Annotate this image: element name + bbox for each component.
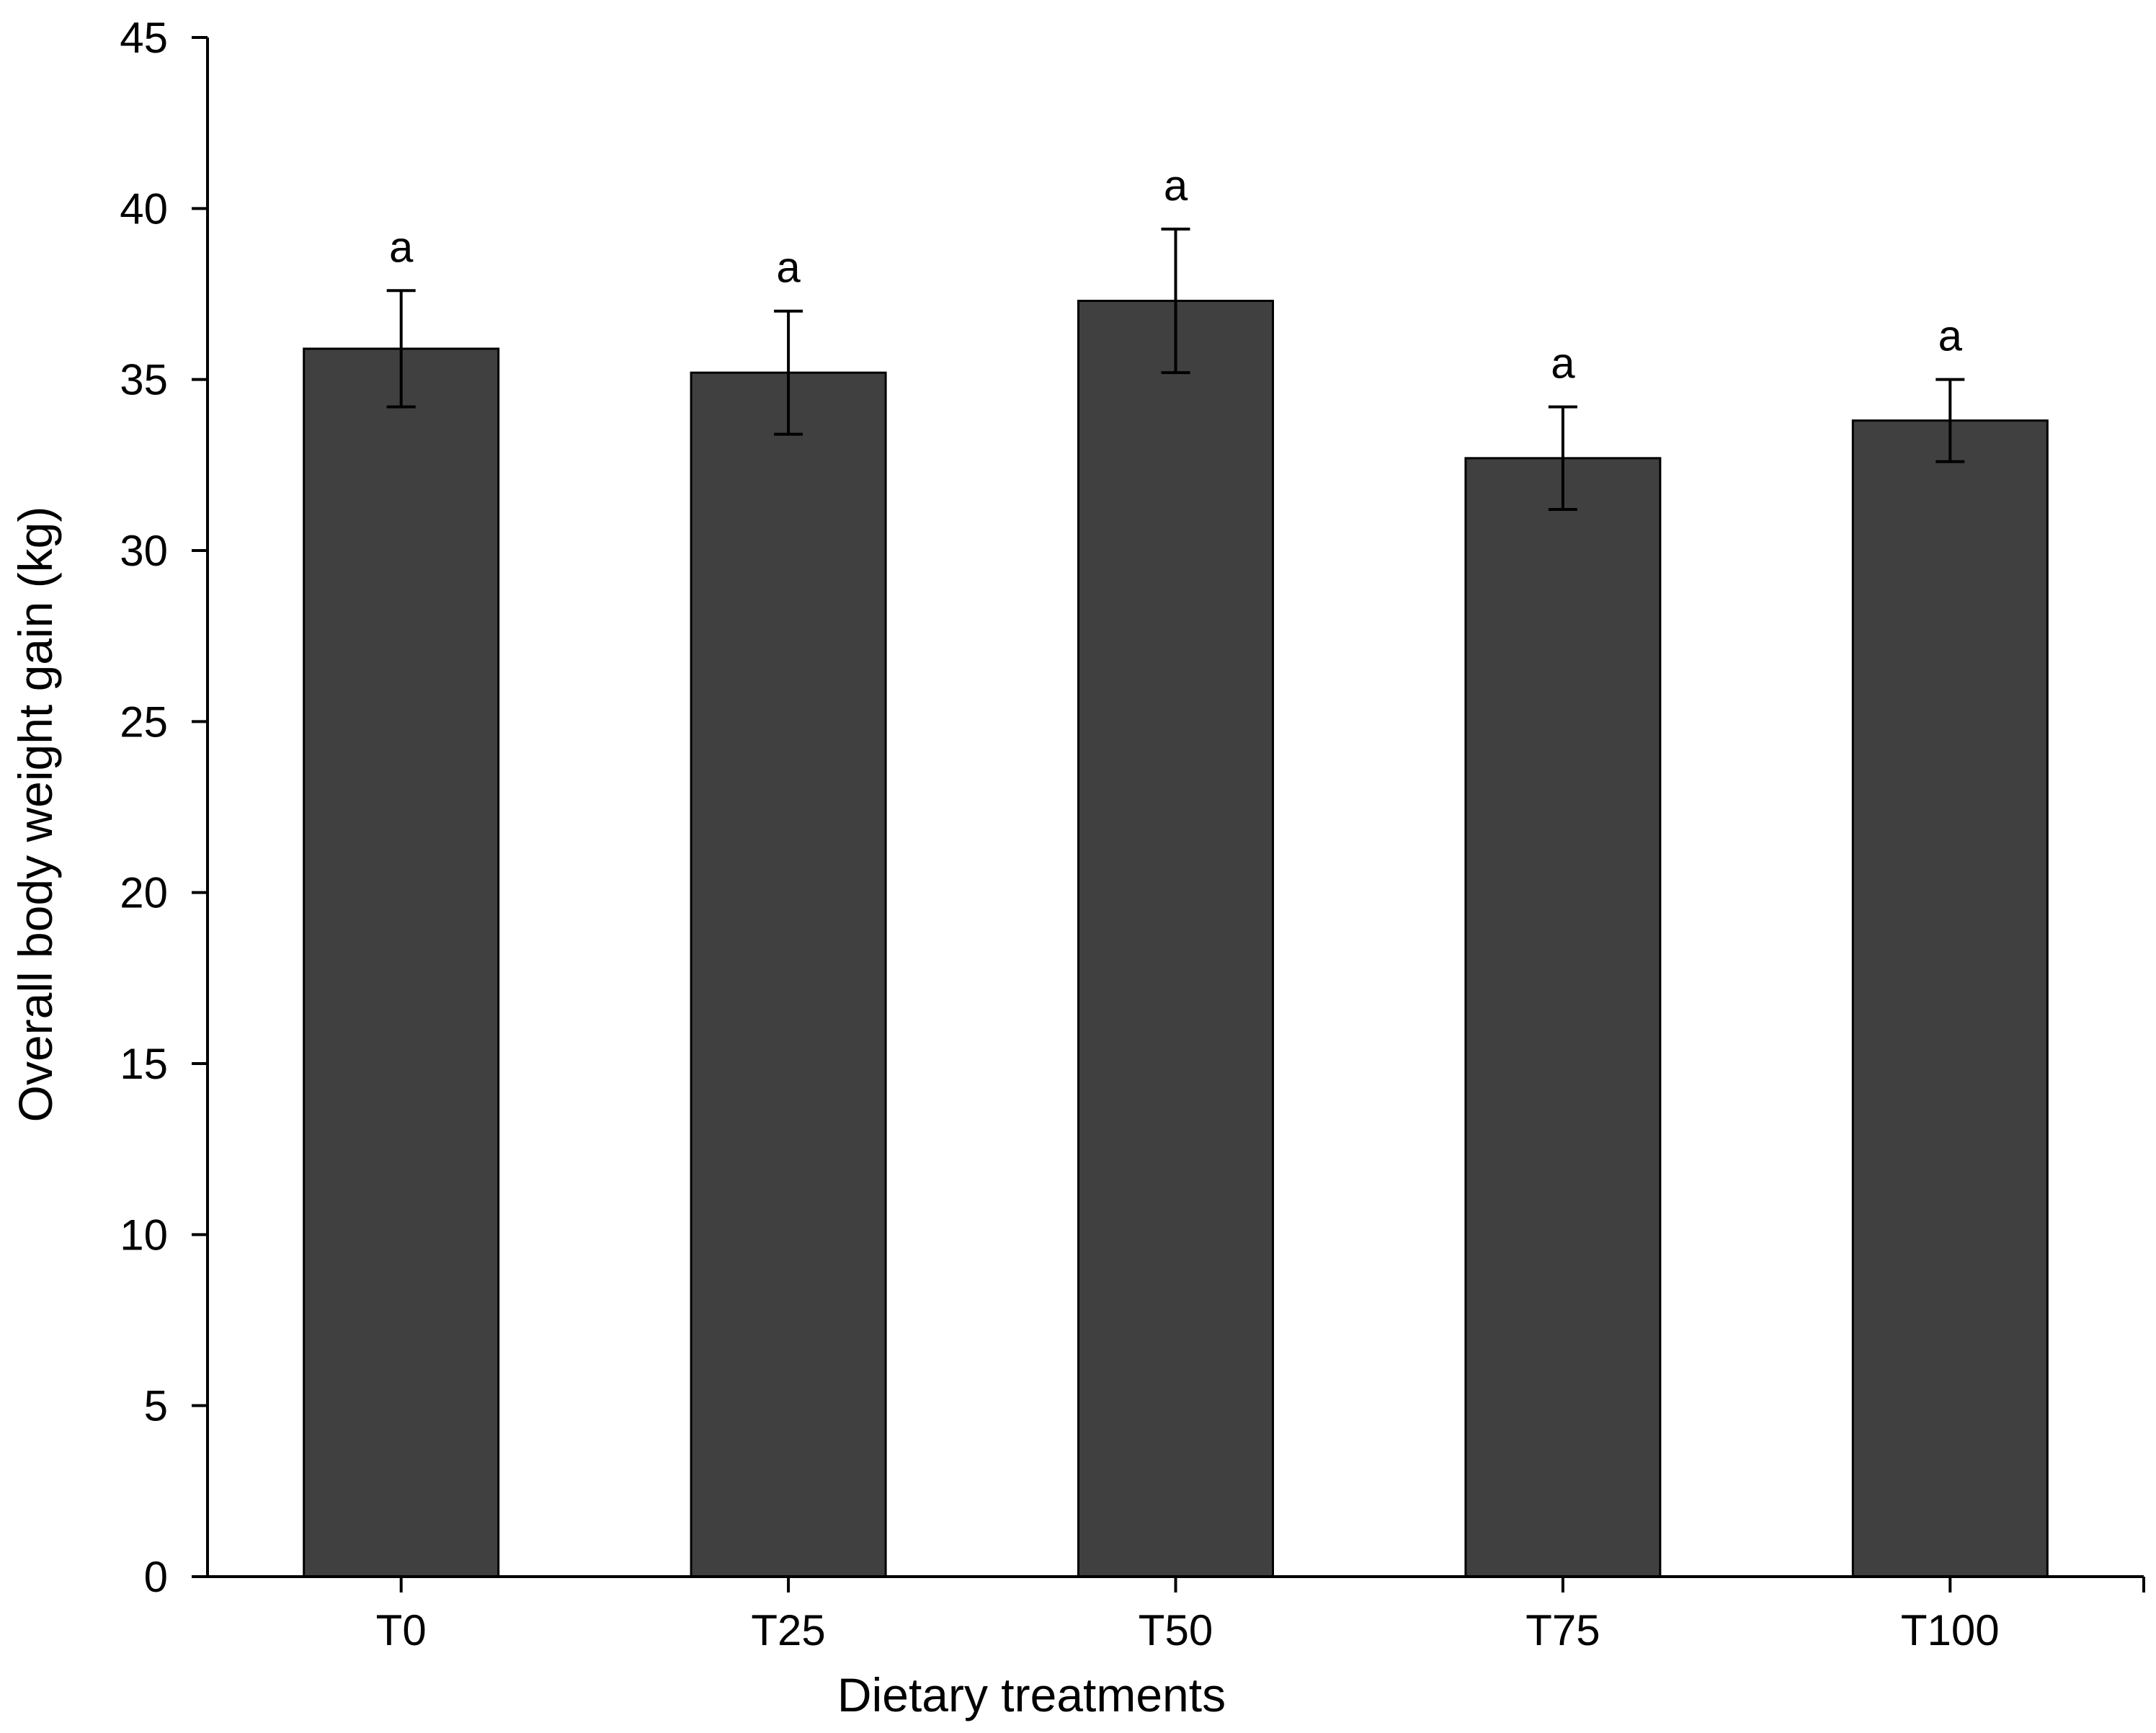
y-tick-label-30: 30 bbox=[120, 527, 168, 575]
axes-group: T0 T25 T50 T75 T100 0 5 10 15 20 25 30 35 40 45 bbox=[120, 14, 2145, 1654]
bar-t0 bbox=[303, 347, 500, 1578]
y-tick-label-0: 0 bbox=[144, 1553, 168, 1601]
significance-label-t0: a bbox=[389, 223, 414, 271]
y-tick-label-35: 35 bbox=[120, 356, 168, 404]
x-tick-label-t25: T25 bbox=[751, 1606, 825, 1654]
x-tick-label-t0: T0 bbox=[376, 1606, 427, 1654]
y-tick-label-5: 5 bbox=[144, 1382, 168, 1430]
bar-t50 bbox=[1077, 299, 1274, 1578]
y-tick-label-20: 20 bbox=[120, 869, 168, 917]
error-bars-group bbox=[386, 227, 1965, 512]
x-axis-title: Dietary treatments bbox=[837, 1668, 1226, 1721]
x-tick-label-t100: T100 bbox=[1901, 1606, 2000, 1654]
error-bar-t0 bbox=[386, 289, 416, 409]
y-tick-label-15: 15 bbox=[120, 1040, 168, 1088]
y-tick-label-10: 10 bbox=[120, 1211, 168, 1259]
y-tick-label-45: 45 bbox=[120, 14, 168, 62]
error-bar-t100 bbox=[1936, 378, 1965, 463]
error-bar-t50 bbox=[1161, 227, 1190, 375]
x-tick-label-t75: T75 bbox=[1525, 1606, 1600, 1654]
bar-t100 bbox=[1851, 419, 2049, 1578]
significance-labels-group: a a a a a bbox=[389, 161, 1963, 388]
significance-label-t75: a bbox=[1551, 339, 1575, 388]
bars-group bbox=[303, 299, 2049, 1578]
x-tick-label-t50: T50 bbox=[1139, 1606, 1213, 1654]
bar-t75 bbox=[1464, 457, 1662, 1578]
y-tick-label-25: 25 bbox=[120, 698, 168, 746]
error-bar-t25 bbox=[774, 309, 803, 436]
significance-label-t25: a bbox=[776, 244, 801, 292]
y-axis-title: Overall body weight gain (kg) bbox=[9, 507, 62, 1123]
bar-t25 bbox=[690, 371, 887, 1578]
error-bar-t75 bbox=[1548, 405, 1577, 512]
y-tick-label-40: 40 bbox=[120, 184, 168, 233]
significance-label-t50: a bbox=[1164, 161, 1188, 210]
significance-label-t100: a bbox=[1938, 312, 1963, 360]
